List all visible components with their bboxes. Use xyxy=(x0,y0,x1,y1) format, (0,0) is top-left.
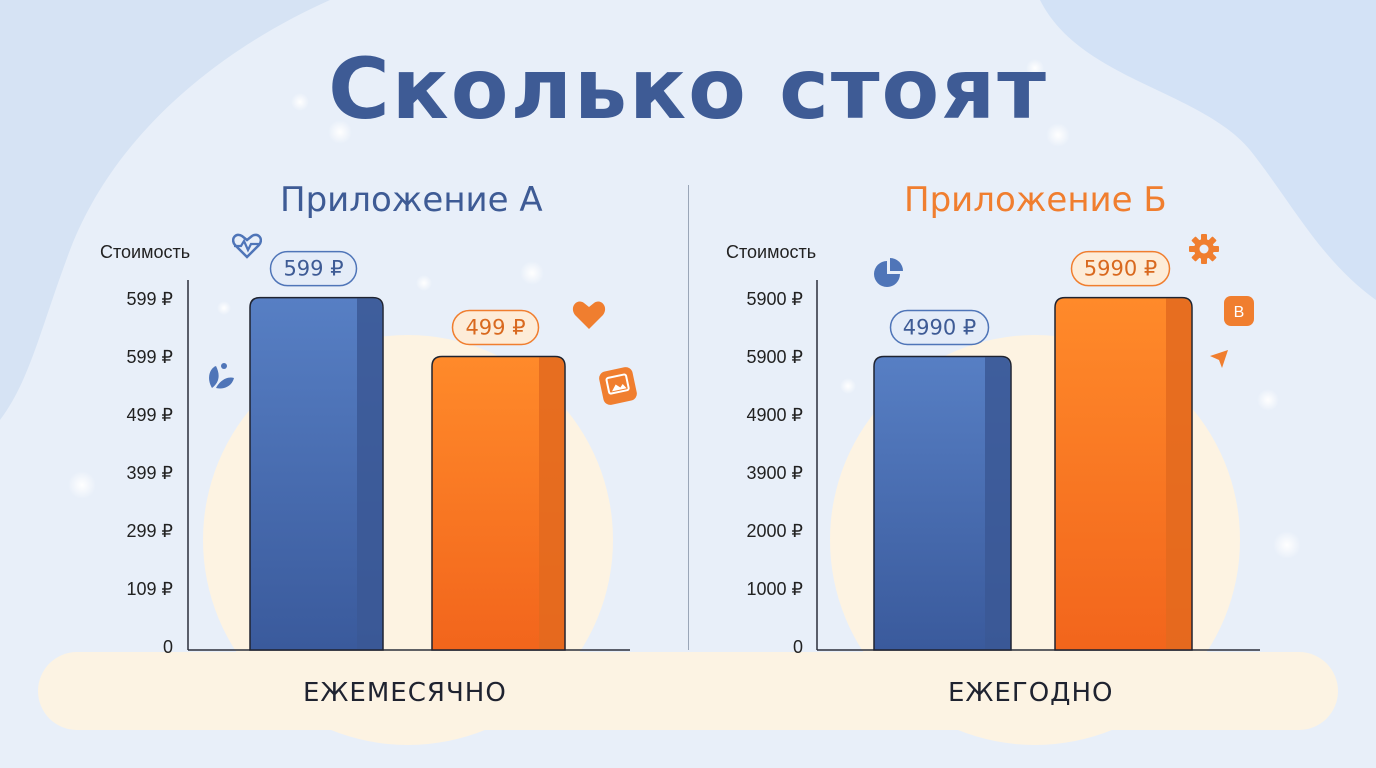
y-tick-label: 1000 ₽ xyxy=(747,579,804,599)
y-tick-label: 0 xyxy=(163,637,173,657)
y-tick-label: 499 ₽ xyxy=(127,405,174,425)
bar xyxy=(249,296,384,651)
panel-title-b: Приложение Б xyxy=(904,180,1167,220)
category-band xyxy=(38,652,1338,730)
page-title: Сколько стоят xyxy=(328,40,1048,138)
svg-text:5990 ₽: 5990 ₽ xyxy=(1084,257,1157,281)
y-tick-label: 5900 ₽ xyxy=(747,289,804,309)
bar xyxy=(1054,296,1193,651)
y-tick-label: 2000 ₽ xyxy=(747,521,804,541)
y-tick-label: 5900 ₽ xyxy=(747,347,804,367)
y-tick-label: 299 ₽ xyxy=(127,521,174,541)
bar xyxy=(873,355,1012,651)
panel-divider xyxy=(688,185,689,650)
data-label: 499 ₽ xyxy=(451,309,540,346)
arrow-icon xyxy=(1210,350,1228,368)
data-label: 599 ₽ xyxy=(269,250,358,287)
svg-text:599 ₽: 599 ₽ xyxy=(283,257,343,281)
y-tick-label: 399 ₽ xyxy=(127,463,174,483)
y-tick-label: 599 ₽ xyxy=(127,289,174,309)
y-tick-label: 4900 ₽ xyxy=(747,405,804,425)
badge-b-icon: B xyxy=(1224,296,1254,326)
heart-icon xyxy=(572,301,606,329)
data-label: 5990 ₽ xyxy=(1070,250,1171,287)
panel-title-a: Приложение А xyxy=(280,180,543,220)
y-tick-label: 109 ₽ xyxy=(127,579,174,599)
data-label: 4990 ₽ xyxy=(889,309,990,346)
y-axis-label-b: Стоимость xyxy=(726,242,817,262)
svg-text:4990 ₽: 4990 ₽ xyxy=(903,315,976,339)
category-label-a: ЕЖЕМЕСЯЧНО xyxy=(303,678,507,708)
y-tick-label: 3900 ₽ xyxy=(747,463,804,483)
gear-icon xyxy=(1189,234,1219,264)
pie-chart-icon xyxy=(874,258,903,287)
svg-text:B: B xyxy=(1234,304,1245,321)
leaf-icon xyxy=(209,363,234,389)
y-tick-label: 599 ₽ xyxy=(127,347,174,367)
category-label-b: ЕЖЕГОДНО xyxy=(948,678,1114,708)
bar xyxy=(431,355,566,651)
svg-text:499 ₽: 499 ₽ xyxy=(465,315,525,339)
y-axis-label-a: Стоимость xyxy=(100,242,191,262)
y-tick-label: 0 xyxy=(793,637,803,657)
photo-card-icon xyxy=(599,367,637,405)
heartbeat-icon xyxy=(232,233,262,259)
